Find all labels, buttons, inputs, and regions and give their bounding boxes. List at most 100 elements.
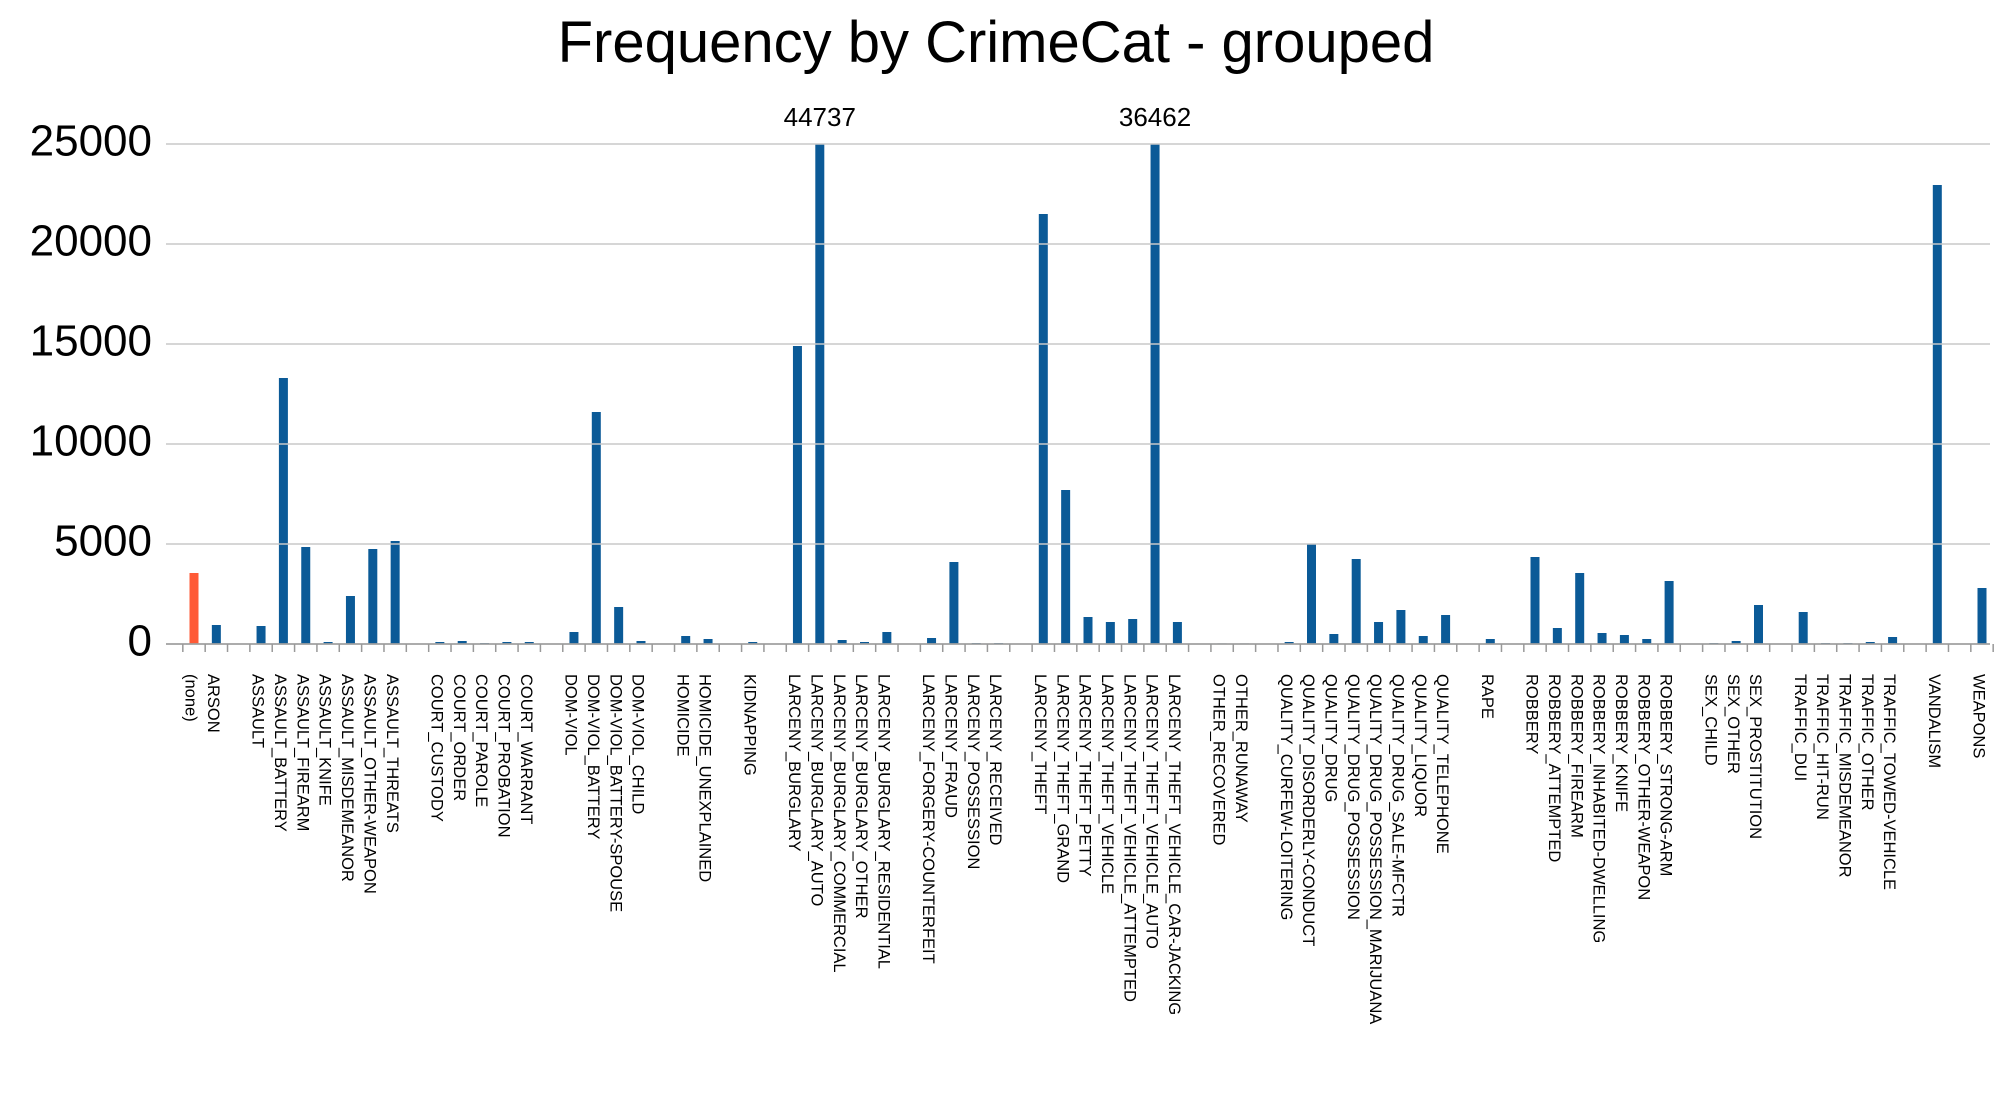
- x-tick-label: LARCENY_THEFT: [1031, 674, 1049, 814]
- x-tick-label: LARCENY_THEFT_VEHICLE_CAR-JACKING: [1165, 674, 1183, 1015]
- bar: [323, 642, 333, 644]
- x-tick-label: ROBBERY_STRONG-ARM: [1657, 674, 1675, 876]
- x-tick-label: DOM-VIOL: [562, 674, 580, 756]
- x-tick-label: TRAFFIC_TOWED-VEHICLE: [1880, 674, 1898, 890]
- x-tick-label: LARCENY_THEFT_VEHICLE_ATTEMPTED: [1120, 674, 1138, 1002]
- x-tick-label: DOM-VIOL_BATTERY-SPOUSE: [606, 674, 624, 912]
- x-tick-label: ASSAULT_MISDEMEANOR: [338, 674, 356, 882]
- x-tick-label: LARCENY_FRAUD: [942, 674, 960, 818]
- y-tick-label: 15000: [30, 317, 152, 366]
- bar: [189, 573, 199, 644]
- bar: [614, 607, 624, 644]
- x-tick-label: QUALITY_LIQUOR: [1411, 674, 1429, 817]
- x-tick-label: LARCENY_THEFT_VEHICLE_AUTO: [1143, 674, 1161, 949]
- x-tick-label: COURT_PAROLE: [472, 674, 490, 807]
- bar: [1105, 622, 1115, 644]
- bar: [502, 642, 512, 644]
- x-tick-label: LARCENY_BURGLARY_OTHER: [852, 674, 870, 919]
- bar: [1307, 544, 1316, 644]
- bar: [1932, 185, 1942, 644]
- bar: [837, 640, 847, 644]
- x-tick-label: TRAFFIC_OTHER: [1858, 674, 1876, 811]
- bar: [1575, 573, 1585, 644]
- bar: [792, 346, 802, 644]
- x-tick-label: HOMICIDE: [673, 674, 691, 757]
- bar: [390, 541, 400, 644]
- bar: [927, 638, 937, 644]
- y-tick-label: 25000: [30, 117, 152, 166]
- bar: [1642, 639, 1652, 644]
- x-tick-label: VANDALISM: [1925, 674, 1943, 768]
- bar: [882, 632, 892, 644]
- x-tick-label: QUALITY_DRUG_POSSESSION_MARIJUANA: [1366, 674, 1384, 1024]
- x-tick-label: LARCENY_THEFT_PETTY: [1076, 674, 1094, 877]
- bar: [435, 642, 445, 644]
- bar: [815, 144, 825, 644]
- bar: [860, 642, 869, 644]
- bar: [1150, 144, 1160, 644]
- bar: [681, 636, 691, 644]
- x-tick-label: LARCENY_BURGLARY_COMMERCIAL: [830, 674, 848, 973]
- bar: [256, 626, 266, 644]
- bar: [1754, 605, 1763, 644]
- x-tick-label: OTHER_RUNAWAY: [1232, 674, 1250, 823]
- x-tick-label: QUALITY_DRUG: [1321, 674, 1339, 802]
- x-tick-label: DOM-VIOL_CHILD: [629, 674, 647, 814]
- y-tick-label: 0: [128, 617, 152, 666]
- x-tick-label: QUALITY_CURFEW-LOITERING: [1277, 674, 1295, 920]
- x-tick-label: ASSAULT: [249, 674, 267, 748]
- y-tick-label: 5000: [54, 517, 152, 566]
- x-tick-label: TRAFFIC_HIT-RUN: [1813, 674, 1831, 820]
- bar: [1664, 581, 1674, 644]
- bar: [1172, 622, 1182, 644]
- bar: [748, 642, 758, 644]
- x-tick-label: LARCENY_RECEIVED: [986, 674, 1004, 846]
- value-label: 36462: [1119, 102, 1191, 132]
- x-tick-label: DOM-VIOL_BATTERY: [584, 674, 602, 839]
- value-label: 44737: [784, 102, 856, 132]
- bar: [457, 641, 467, 644]
- y-tick-label: 10000: [30, 417, 152, 466]
- bar: [591, 412, 601, 644]
- bar: [1441, 615, 1451, 644]
- x-tick-label: KIDNAPPING: [740, 674, 758, 776]
- bar: [1351, 559, 1361, 644]
- x-tick-label: OTHER_RECOVERED: [1210, 674, 1228, 846]
- bar: [703, 639, 713, 644]
- y-tick-label: 20000: [30, 217, 152, 266]
- bar: [1485, 639, 1495, 644]
- bar: [1731, 641, 1741, 644]
- x-tick-label: LARCENY_BURGLARY_RESIDENTIAL: [874, 674, 892, 969]
- x-tick-label: QUALITY_DRUG_SALE-MFCTR: [1389, 674, 1407, 917]
- bar: [211, 625, 221, 644]
- bar: [949, 562, 959, 644]
- x-tick-label: ROBBERY_INHABITED-DWELLING: [1590, 674, 1608, 943]
- x-tick-label: ROBBERY_FIREARM: [1567, 674, 1585, 838]
- x-tick-label: LARCENY_THEFT_GRAND: [1053, 674, 1071, 883]
- x-tick-label: LARCENY_THEFT_VEHICLE: [1098, 674, 1116, 894]
- x-tick-label: COURT_PROBATION: [495, 674, 513, 838]
- bar: [1552, 628, 1562, 644]
- x-tick-label: TRAFFIC_MISDEMEANOR: [1836, 674, 1854, 878]
- x-tick-label: QUALITY_TELEPHONE: [1433, 674, 1451, 854]
- x-tick-label: TRAFFIC_DUI: [1791, 674, 1809, 781]
- bar: [524, 642, 534, 644]
- x-tick-label: ROBBERY: [1523, 674, 1541, 754]
- bar: [1530, 557, 1540, 644]
- bars: [189, 144, 1987, 644]
- x-tick-label: QUALITY_DRUG_POSSESSION: [1344, 674, 1362, 920]
- bar: [1418, 636, 1428, 644]
- x-tick-label: ROBBERY_KNIFE: [1612, 674, 1630, 812]
- x-tick-label: SEX_CHILD: [1701, 674, 1719, 766]
- bar: [1038, 214, 1048, 644]
- x-tick-label: ARSON: [204, 674, 222, 733]
- bar: [1083, 617, 1093, 644]
- x-tick-label: SEX_OTHER: [1724, 674, 1742, 774]
- x-tick-label: ASSAULT_OTHER-WEAPON: [360, 674, 378, 894]
- bar: [1798, 612, 1808, 644]
- bar: [569, 632, 579, 644]
- chart-title: Frequency by CrimeCat - grouped: [558, 10, 1435, 75]
- bar: [1888, 637, 1898, 644]
- x-tick-label: COURT_ORDER: [450, 674, 468, 801]
- x-tick-label: COURT_CUSTODY: [427, 674, 445, 822]
